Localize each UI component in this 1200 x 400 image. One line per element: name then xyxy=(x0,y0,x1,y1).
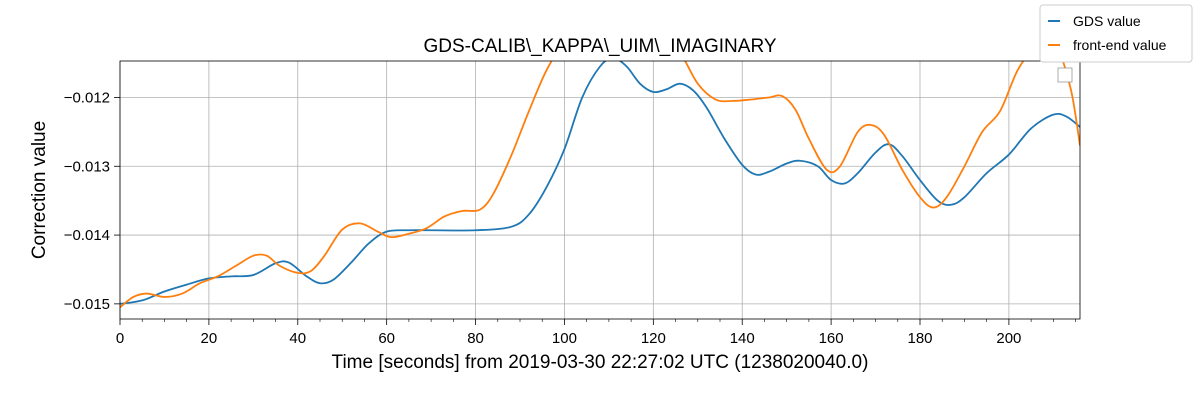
plot-area-frame xyxy=(119,60,1081,320)
empty-legend-box xyxy=(1057,67,1073,83)
x-tick-label: 20 xyxy=(201,330,218,347)
x-tick-label: 80 xyxy=(467,330,484,347)
x-tick-label: 0 xyxy=(116,330,124,347)
y-tick-label: −0.013 xyxy=(64,158,110,175)
legend-label-front-end-value: front-end value xyxy=(1073,37,1167,53)
legend-frame xyxy=(1039,4,1193,63)
x-tick-label: 60 xyxy=(378,330,395,347)
legend-label-gds-value: GDS value xyxy=(1073,13,1141,29)
x-tick-label: 200 xyxy=(996,330,1021,347)
ticks: 0 20 40 60 80 100 120 140 160 180 200 −0.015 −0.014 −… xyxy=(64,89,1076,347)
series-line-front-end-value xyxy=(120,61,1080,309)
series-line-gds-value xyxy=(120,61,1080,305)
x-tick-label: 140 xyxy=(730,330,755,347)
chart-title: GDS-CALIB\_KAPPA\_UIM\_IMAGINARY xyxy=(423,36,776,57)
y-tick-label: −0.014 xyxy=(64,227,110,244)
x-tick-label: 180 xyxy=(907,330,932,347)
x-tick-label: 100 xyxy=(552,330,577,347)
x-axis-label: Time [seconds] from 2019-03-30 22:27:02 … xyxy=(332,352,869,373)
x-tick-label: 40 xyxy=(289,330,306,347)
legend: GDS value front-end value xyxy=(1039,4,1193,63)
x-tick-label: 160 xyxy=(819,330,844,347)
y-tick-label: −0.012 xyxy=(64,89,110,106)
grid xyxy=(119,61,1080,319)
series-layer xyxy=(120,61,1080,309)
y-tick-label: −0.015 xyxy=(64,296,110,313)
y-axis-label: Correction value xyxy=(29,121,50,259)
x-tick-label: 120 xyxy=(641,330,666,347)
